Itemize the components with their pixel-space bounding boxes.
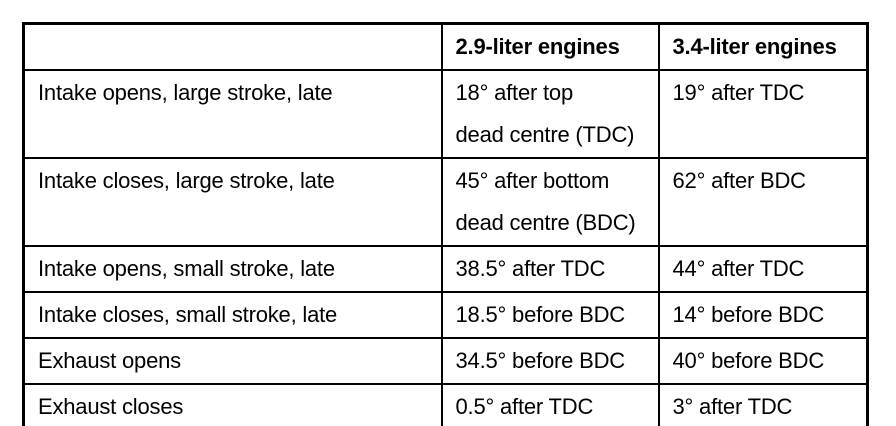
column-header-3-4-liter: 3.4-liter engines [657,22,869,71]
value-cell-3-4: 19° after TDC [657,69,869,159]
column-header-2-9-liter: 2.9-liter engines [440,22,660,71]
value-cell-3-4: 62° after BDC [657,157,869,247]
table-header-row: 2.9-liter engines 3.4-liter engines [22,22,869,71]
value-cell-2-9: 18° after top dead centre (TDC) [440,69,660,159]
value-cell-3-4: 40° before BDC [657,337,869,385]
value-cell-3-4: 3° after TDC [657,383,869,426]
table-row: Exhaust closes 0.5° after TDC 3° after T… [22,383,869,426]
table-row: Intake closes, large stroke, late 45° af… [22,157,869,247]
row-label-cell: Intake opens, small stroke, late [22,245,443,293]
value-cell-2-9: 45° after bottom dead centre (BDC) [440,157,660,247]
value-cell-2-9: 0.5° after TDC [440,383,660,426]
table-row: Intake opens, large stroke, late 18° aft… [22,69,869,159]
row-label-cell: Exhaust opens [22,337,443,385]
engine-valve-timing-table: 2.9-liter engines 3.4-liter engines Inta… [22,22,869,426]
value-cell-2-9: 18.5° before BDC [440,291,660,339]
value-cell-2-9: 38.5° after TDC [440,245,660,293]
table-row: Intake closes, small stroke, late 18.5° … [22,291,869,339]
value-cell-2-9: 34.5° before BDC [440,337,660,385]
row-label-cell: Intake closes, large stroke, late [22,157,443,247]
value-cell-3-4: 14° before BDC [657,291,869,339]
row-label-cell: Exhaust closes [22,383,443,426]
table-row: Intake opens, small stroke, late 38.5° a… [22,245,869,293]
column-header-empty [22,22,443,71]
value-cell-3-4: 44° after TDC [657,245,869,293]
row-label-cell: Intake closes, small stroke, late [22,291,443,339]
table-row: Exhaust opens 34.5° before BDC 40° befor… [22,337,869,385]
row-label-cell: Intake opens, large stroke, late [22,69,443,159]
